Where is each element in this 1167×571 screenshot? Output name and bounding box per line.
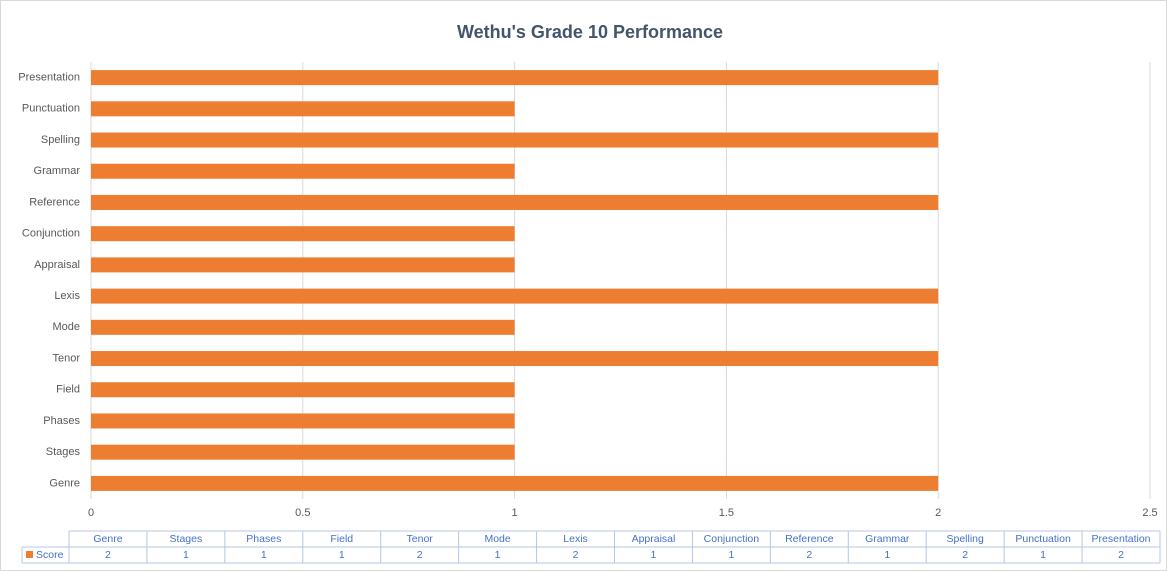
bar <box>91 319 515 335</box>
table-value: 2 <box>417 549 423 561</box>
bar <box>91 475 939 491</box>
bar <box>91 351 939 367</box>
table-value: 1 <box>495 549 501 561</box>
bar <box>91 70 939 86</box>
chart-title: Wethu's Grade 10 Performance <box>457 22 723 42</box>
y-tick-label: Grammar <box>34 165 81 177</box>
bar <box>91 132 939 148</box>
table-header: Presentation <box>1092 533 1151 545</box>
table-value: 1 <box>183 549 189 561</box>
y-tick-label: Genre <box>49 477 80 489</box>
y-tick-label: Phases <box>43 415 80 427</box>
y-tick-label: Reference <box>29 196 80 208</box>
bar <box>91 163 515 179</box>
x-tick-label: 1.5 <box>719 507 734 519</box>
table-header: Stages <box>170 533 203 545</box>
bar <box>91 382 515 398</box>
y-tick-label: Field <box>56 384 80 396</box>
table-value: 2 <box>806 549 812 561</box>
table-header: Genre <box>93 533 122 545</box>
bar <box>91 444 515 460</box>
table-header: Punctuation <box>1015 533 1071 545</box>
y-tick-label: Conjunction <box>22 228 80 240</box>
y-tick-label: Appraisal <box>34 259 80 271</box>
bar <box>91 101 515 117</box>
legend-label: Score <box>36 549 64 561</box>
y-tick-label: Presentation <box>18 72 80 84</box>
table-value: 2 <box>573 549 579 561</box>
table-header: Spelling <box>946 533 984 545</box>
bar <box>91 194 939 210</box>
table-header: Field <box>330 533 353 545</box>
y-tick-label: Stages <box>46 446 81 458</box>
y-tick-label: Mode <box>52 321 80 333</box>
table-header: Conjunction <box>704 533 760 545</box>
y-tick-label: Tenor <box>52 352 80 364</box>
x-tick-label: 2 <box>935 507 941 519</box>
x-tick-label: 2.5 <box>1142 507 1157 519</box>
table-value: 2 <box>105 549 111 561</box>
y-tick-label: Lexis <box>54 290 80 302</box>
table-value: 1 <box>339 549 345 561</box>
x-tick-label: 0.5 <box>295 507 310 519</box>
bar <box>91 288 939 304</box>
x-tick-label: 1 <box>512 507 518 519</box>
table-value: 1 <box>884 549 890 561</box>
x-tick-label: 0 <box>88 507 94 519</box>
table-value: 1 <box>651 549 657 561</box>
table-header: Tenor <box>407 533 434 545</box>
table-value: 2 <box>962 549 968 561</box>
table-value: 1 <box>261 549 267 561</box>
table-value: 1 <box>1040 549 1046 561</box>
table-header: Lexis <box>563 533 588 545</box>
legend-swatch <box>26 551 33 558</box>
table-value: 1 <box>728 549 734 561</box>
y-tick-label: Punctuation <box>22 103 80 115</box>
table-header: Phases <box>246 533 281 545</box>
table-header: Appraisal <box>632 533 676 545</box>
table-header: Reference <box>785 533 834 545</box>
table-header: Grammar <box>865 533 910 545</box>
y-tick-label: Spelling <box>41 134 80 146</box>
bar <box>91 413 515 429</box>
table-header: Mode <box>484 533 510 545</box>
table-value: 2 <box>1118 549 1124 561</box>
bar <box>91 226 515 242</box>
bar <box>91 257 515 273</box>
